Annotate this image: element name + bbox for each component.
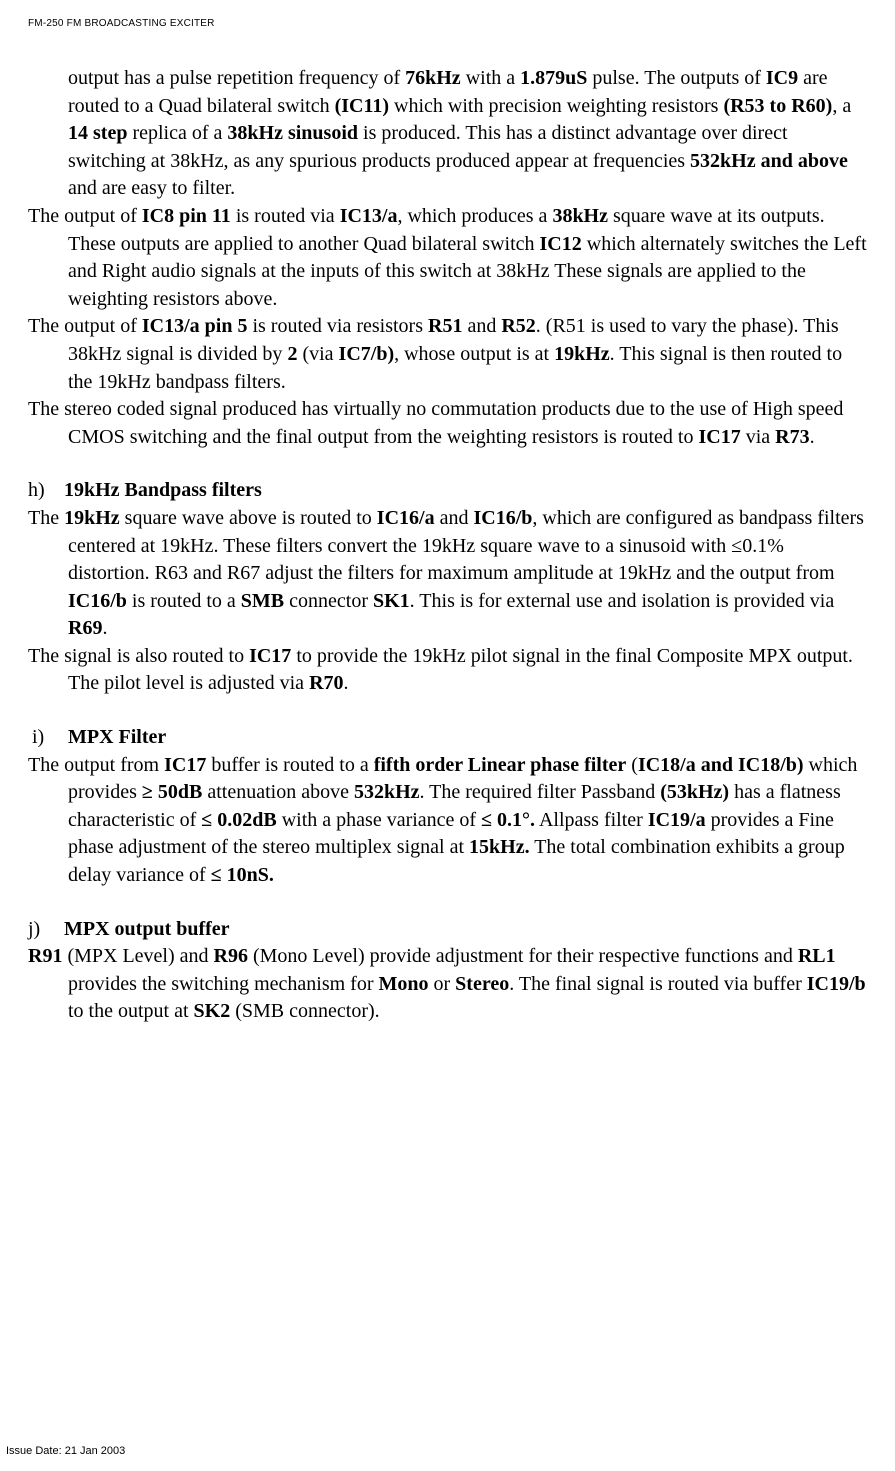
paragraph: The 19kHz square wave above is routed to… [28,505,867,643]
section-label: i) [28,724,68,752]
body-block-continuation: output has a pulse repetition frequency … [28,65,867,451]
document-footer: Issue Date: 21 Jan 2003 [6,1445,125,1457]
paragraph: The output of IC8 pin 11 is routed via I… [28,203,867,313]
section-i: i)MPX Filter The output from IC17 buffer… [28,724,867,890]
page: FM-250 FM BROADCASTING EXCITER output ha… [0,0,895,1471]
section-label: h) [28,477,64,505]
section-title: MPX output buffer [64,918,230,940]
paragraph: output has a pulse repetition frequency … [28,65,867,203]
section-heading: j)MPX output buffer [28,916,867,944]
section-title: MPX Filter [68,726,166,748]
section-title: 19kHz Bandpass filters [64,479,262,501]
paragraph: The output of IC13/a pin 5 is routed via… [28,313,867,396]
section-label: j) [28,916,64,944]
section-j: j)MPX output buffer R91 (MPX Level) and … [28,916,867,1026]
paragraph: The stereo coded signal produced has vir… [28,396,867,451]
section-h: h)19kHz Bandpass filters The 19kHz squar… [28,477,867,698]
paragraph: The output from IC17 buffer is routed to… [28,752,867,890]
section-heading: i)MPX Filter [28,724,867,752]
paragraph: R91 (MPX Level) and R96 (Mono Level) pro… [28,943,867,1026]
paragraph: The signal is also routed to IC17 to pro… [28,643,867,698]
section-heading: h)19kHz Bandpass filters [28,477,867,505]
document-header: FM-250 FM BROADCASTING EXCITER [28,18,867,29]
